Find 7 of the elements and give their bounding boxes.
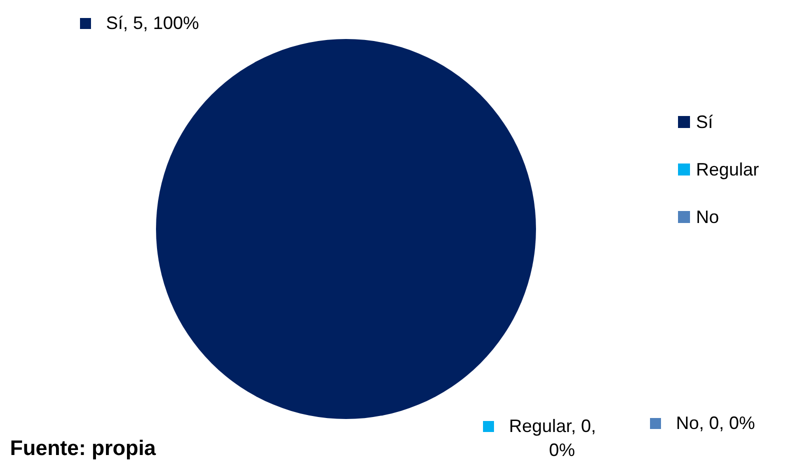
text: Regular, 0, 0%	[509, 416, 596, 460]
data-label: Sí, 5, 100%	[106, 13, 200, 33]
text: No, 0, 0%	[676, 413, 756, 433]
legend-label: Regular	[696, 160, 760, 180]
legend-label: Sí	[696, 112, 714, 132]
source-note: Fuente: propia	[10, 437, 156, 460]
legend-label: No	[696, 207, 720, 227]
